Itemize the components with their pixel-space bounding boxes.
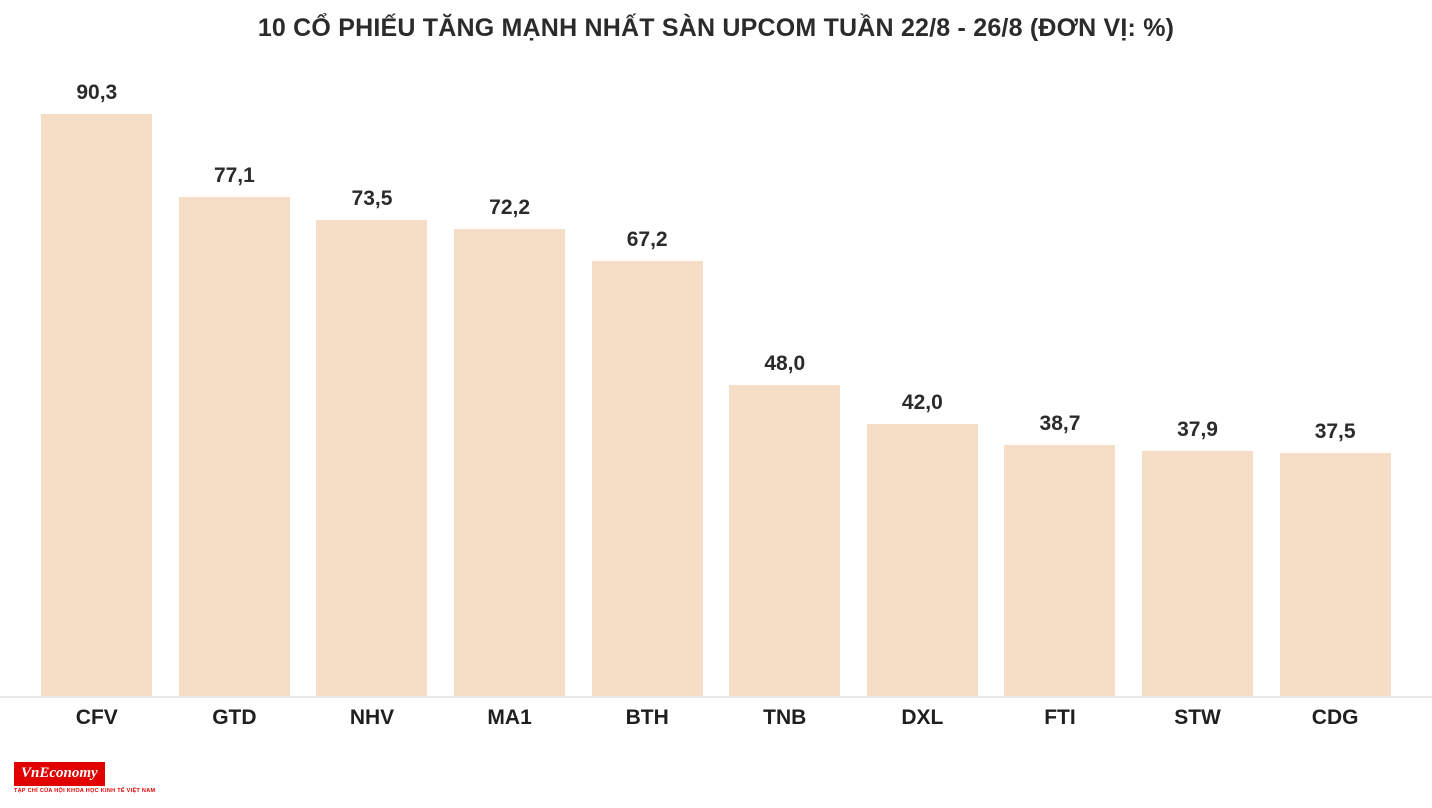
- bar-value-label: 72,2: [489, 195, 531, 219]
- bar-group: 37,9: [1129, 81, 1267, 696]
- bar-value-label: 77,1: [213, 163, 255, 187]
- x-axis-label: TNB: [763, 706, 807, 729]
- bar-group: 72,2: [441, 81, 579, 696]
- bar: [454, 228, 566, 696]
- bar-value-label: 48,0: [764, 352, 806, 376]
- bar-value-label: 38,7: [1039, 412, 1081, 436]
- x-axis-label: NHV: [349, 706, 395, 729]
- bar-group: 67,2: [578, 81, 716, 696]
- bar: [591, 260, 703, 696]
- x-axis-label: FTI: [1044, 706, 1076, 729]
- bar: [1142, 450, 1254, 696]
- bar-group: 77,1: [166, 81, 304, 696]
- x-axis-line: [0, 696, 1432, 698]
- x-axis-label: GTD: [212, 706, 257, 729]
- bar-value-label: 73,5: [351, 187, 393, 211]
- chart-title: 10 CỔ PHIẾU TĂNG MẠNH NHẤT SÀN UPCOM TUẦ…: [257, 14, 1175, 42]
- source-logo: VnEconomy TẠP CHÍ CỦA HỘI KHOA HỌC KINH …: [14, 762, 155, 794]
- x-axis-label: MA1: [487, 706, 532, 729]
- bar-group: 48,0: [716, 81, 854, 696]
- x-axis-label: CDG: [1311, 706, 1359, 729]
- bar: [1279, 453, 1391, 696]
- bar-group: 37,5: [1266, 81, 1404, 696]
- bar: [729, 385, 841, 696]
- bar-chart: 90,3 77,1 73,5 72,2 67,2 48,0 42,0 38,7 37,9 37,5: [28, 81, 1404, 696]
- bar-group: 42,0: [854, 81, 992, 696]
- x-axis-labels: CFV GTD NHV MA1 BTH TNB DXL FTI STW CDG: [28, 698, 1404, 730]
- x-axis-label: STW: [1174, 706, 1221, 729]
- bar: [1004, 445, 1116, 696]
- bar: [178, 196, 290, 696]
- bar-value-label: 42,0: [901, 391, 943, 415]
- x-axis-label: BTH: [625, 706, 669, 729]
- bar-value-label: 67,2: [626, 227, 668, 251]
- x-axis-label: CFV: [75, 706, 118, 729]
- bar-group: 90,3: [28, 81, 166, 696]
- bar-group: 73,5: [303, 81, 441, 696]
- vneconomy-tagline: TẠP CHÍ CỦA HỘI KHOA HỌC KINH TẾ VIỆT NA…: [14, 788, 156, 794]
- bar-value-label: 90,3: [76, 81, 118, 104]
- bar: [41, 114, 153, 696]
- bar: [866, 424, 978, 696]
- bar-value-label: 37,5: [1314, 420, 1356, 444]
- vneconomy-logo: VnEconomy: [14, 762, 105, 786]
- bar: [316, 220, 428, 696]
- bar-value-label: 37,9: [1177, 417, 1218, 441]
- bar-group: 38,7: [991, 81, 1129, 696]
- x-axis-label: DXL: [901, 706, 944, 729]
